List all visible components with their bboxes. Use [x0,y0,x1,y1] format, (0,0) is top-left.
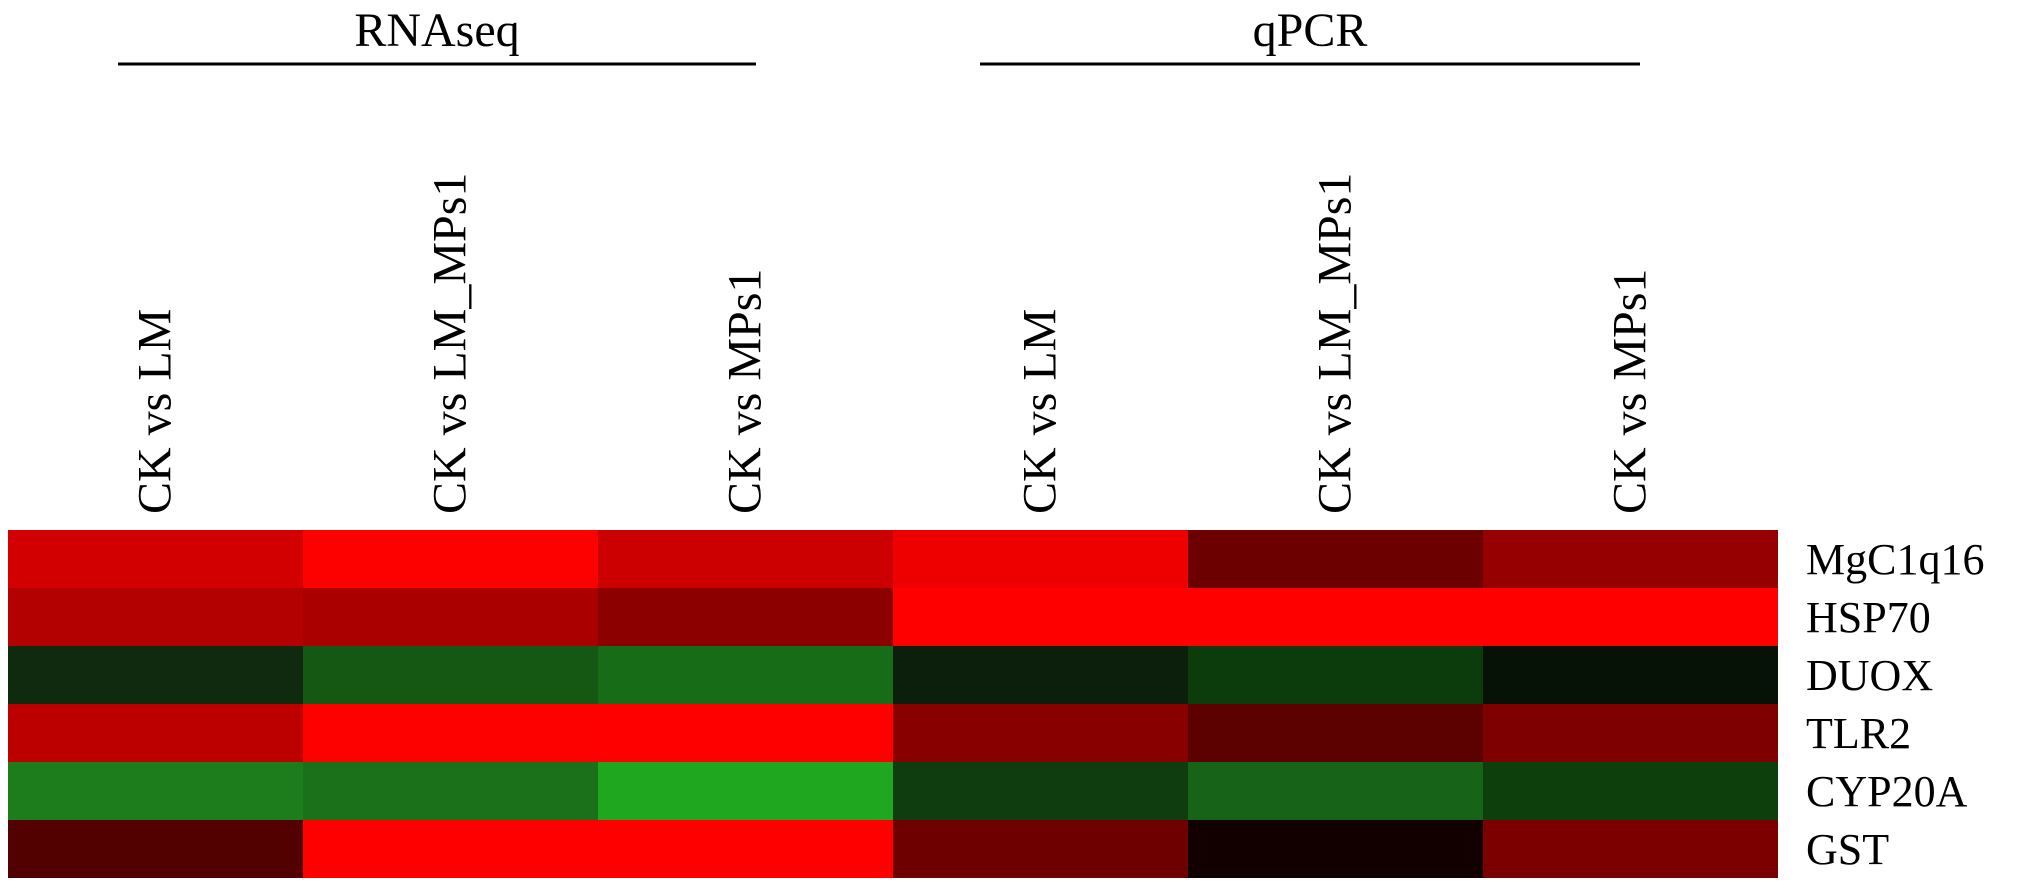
heatmap-cell [598,820,893,878]
heatmap-cell [303,530,598,588]
heatmap-cell [303,588,598,646]
row-label: DUOX [1806,651,1933,700]
row-label: GST [1806,825,1889,874]
row-labels: MgC1q16 HSP70 DUOX TLR2 CYP20A GST [1806,535,1984,874]
heatmap-cell [303,704,598,762]
column-label: CK vs MPs1 [1604,269,1657,514]
heatmap-cell [303,762,598,820]
heatmap-cell [1188,704,1483,762]
column-label: CK vs LM [129,309,182,514]
heatmap-cell [1188,588,1483,646]
row-label: CYP20A [1806,767,1968,816]
heatmap-cell [8,704,303,762]
heatmap-cell [893,530,1188,588]
row-label: HSP70 [1806,593,1931,642]
group-headers: RNAseq qPCR [118,4,1640,66]
heatmap-cell [598,588,893,646]
heatmap-cell [1483,588,1778,646]
heatmap-cell [893,704,1188,762]
row-label: MgC1q16 [1806,535,1984,584]
heatmap-cell [893,588,1188,646]
heatmap-cell [1188,820,1483,878]
heatmap-cell [1483,530,1778,588]
heatmap-cell [893,762,1188,820]
heatmap-cell [893,646,1188,704]
heatmap-cell [598,530,893,588]
heatmap-cell [1483,762,1778,820]
heatmap-cell [598,646,893,704]
heatmap-cell [1483,820,1778,878]
heatmap-cells [8,530,1778,878]
heatmap-cell [8,762,303,820]
heatmap-cell [1483,646,1778,704]
heatmap-cell [8,588,303,646]
column-label: CK vs LM [1014,309,1067,514]
heatmap-cell [598,704,893,762]
heatmap-cell [598,762,893,820]
column-label: CK vs MPs1 [719,269,772,514]
heatmap-cell [8,530,303,588]
heatmap-cell [1188,762,1483,820]
heatmap-cell [893,820,1188,878]
group-label: RNAseq [354,4,519,57]
heatmap-cell [1188,646,1483,704]
heatmap-cell [8,820,303,878]
heatmap-cell [8,646,303,704]
row-label: TLR2 [1806,709,1911,758]
heatmap-cell [303,820,598,878]
column-label: CK vs LM_MPs1 [424,173,477,514]
column-label: CK vs LM_MPs1 [1309,173,1362,514]
heatmap-cell [1483,704,1778,762]
group-label: qPCR [1253,4,1368,57]
column-labels: CK vs LM CK vs LM_MPs1 CK vs MPs1 CK vs LM C… [129,173,1657,514]
heatmap-cell [303,646,598,704]
heatmap-cell [1188,530,1483,588]
